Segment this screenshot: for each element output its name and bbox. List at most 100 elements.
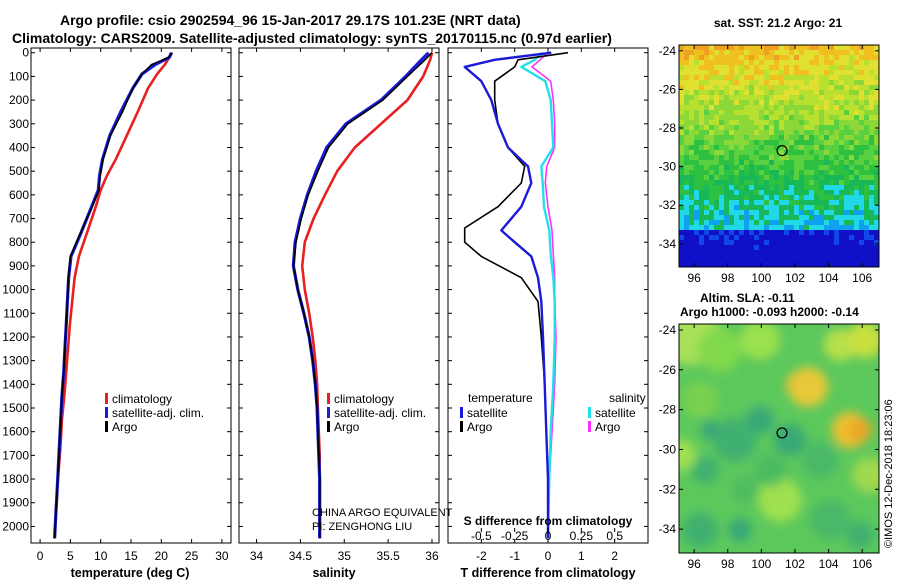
sst-cell — [694, 90, 700, 96]
sst-cell — [704, 265, 710, 267]
sst-cell — [769, 150, 775, 156]
sst-cell — [844, 245, 850, 251]
sst-cell — [839, 205, 845, 211]
sst-cell — [749, 240, 755, 246]
sst-cell — [709, 130, 715, 136]
sst-cell — [819, 120, 825, 126]
sst-cell — [739, 185, 745, 191]
sst-cell — [754, 190, 760, 196]
sst-cell — [699, 90, 705, 96]
sst-cell — [714, 185, 720, 191]
sst-cell — [794, 95, 800, 101]
sst-cell — [824, 190, 830, 196]
lon-tick-label: 104 — [819, 557, 839, 571]
sst-cell — [714, 45, 720, 51]
sst-cell — [754, 115, 760, 121]
sst-cell — [824, 210, 830, 216]
sst-cell — [694, 100, 700, 106]
sst-cell — [699, 145, 705, 151]
sst-cell — [819, 135, 825, 141]
sst-cell — [739, 220, 745, 226]
sst-cell — [829, 50, 835, 56]
sst-cell — [869, 170, 875, 176]
sst-cell — [794, 180, 800, 186]
sst-cell — [749, 130, 755, 136]
sst-cell — [679, 245, 685, 251]
sst-cell — [739, 85, 745, 91]
sst-cell — [834, 165, 840, 171]
sst-cell — [734, 80, 740, 86]
sst-cell — [739, 180, 745, 186]
sst-cell — [834, 265, 840, 267]
sst-cell — [689, 205, 695, 211]
sst-cell — [859, 130, 865, 136]
sst-cell — [859, 200, 865, 206]
sst-cell — [694, 225, 700, 231]
sst-cell — [734, 50, 740, 56]
sst-cell — [744, 235, 750, 241]
sst-cell — [844, 250, 850, 256]
sst-cell — [744, 65, 750, 71]
sst-cell — [859, 160, 865, 166]
sst-cell — [789, 205, 795, 211]
sst-cell — [814, 210, 820, 216]
sst-cell — [829, 60, 835, 66]
sst-cell — [859, 65, 865, 71]
sst-cell — [694, 175, 700, 181]
sst-cell — [729, 95, 735, 101]
sst-cell — [834, 230, 840, 236]
sst-cell — [744, 135, 750, 141]
header-line-2: Climatology: CARS2009. Satellite-adjuste… — [12, 30, 612, 46]
sst-cell — [784, 85, 790, 91]
sst-cell — [849, 175, 855, 181]
sst-cell — [789, 140, 795, 146]
sst-cell — [764, 180, 770, 186]
sst-cell — [814, 245, 820, 251]
argo-position-marker-sst — [776, 144, 788, 157]
sst-cell — [849, 45, 855, 51]
sst-cell — [814, 120, 820, 126]
sst-cell — [709, 100, 715, 106]
series-line-temperature-satellite — [463, 51, 552, 539]
sst-cell — [719, 120, 725, 126]
sst-cell — [874, 155, 879, 161]
sst-cell — [864, 125, 870, 131]
sst-cell — [824, 80, 830, 86]
sst-cell — [834, 140, 840, 146]
sst-cell — [714, 175, 720, 181]
sst-cell — [734, 60, 740, 66]
sst-cell — [739, 115, 745, 121]
sst-cell — [854, 90, 860, 96]
sst-cell — [839, 95, 845, 101]
sst-cell — [779, 220, 785, 226]
sst-cell — [829, 75, 835, 81]
sst-cell — [804, 150, 810, 156]
sst-cell — [749, 150, 755, 156]
sst-cell — [824, 70, 830, 76]
sst-cell — [834, 115, 840, 121]
sst-cell — [829, 70, 835, 76]
sst-cell — [844, 60, 850, 66]
sst-cell — [719, 190, 725, 196]
sst-cell — [814, 50, 820, 56]
sst-cell — [774, 65, 780, 71]
sst-cell — [859, 145, 865, 151]
sst-cell — [724, 115, 730, 121]
sst-cell — [824, 110, 830, 116]
sst-cell — [819, 185, 825, 191]
sst-cell — [684, 165, 690, 171]
sst-cell — [864, 85, 870, 91]
sst-cell — [774, 55, 780, 61]
sst-cell — [769, 50, 775, 56]
sst-cell — [704, 105, 710, 111]
sst-cell — [854, 165, 860, 171]
sst-cell — [779, 235, 785, 241]
sst-cell — [794, 210, 800, 216]
sst-cell — [829, 55, 835, 61]
sst-cell — [874, 220, 879, 226]
sst-cell — [829, 110, 835, 116]
sst-cell — [739, 175, 745, 181]
sla-map-frame — [678, 323, 880, 554]
sst-cell — [704, 120, 710, 126]
